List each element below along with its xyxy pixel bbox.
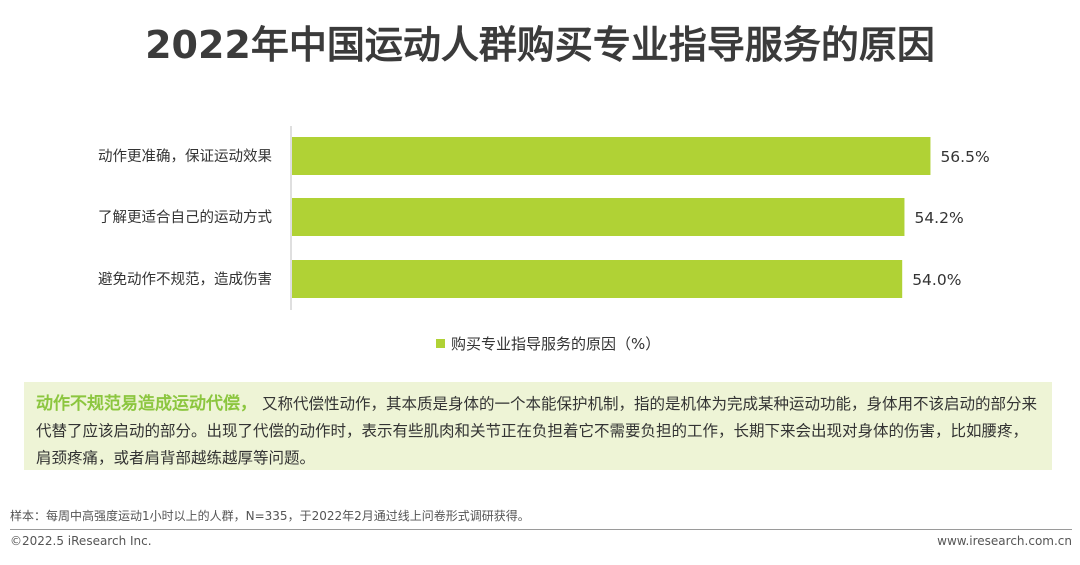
copyright: ©2022.5 iResearch Inc.	[10, 534, 152, 548]
data-label: 54.2%	[914, 209, 963, 227]
callout-body: 又称代偿性动作，其本质是身体的一个本能保护机制，指的是机体为完成某种运动功能，身…	[36, 395, 1037, 467]
footer-divider	[10, 529, 1072, 530]
category-label: 避免动作不规范，造成伤害	[98, 271, 272, 288]
legend-label: 购买专业指导服务的原因（%）	[451, 335, 660, 353]
callout-highlight: 动作不规范易造成运动代偿，	[36, 394, 257, 414]
bar	[292, 137, 931, 175]
sample-note: 样本：每周中高强度运动1小时以上的人群，N=335，于2022年2月通过线上问卷…	[10, 509, 530, 523]
data-label: 54.0%	[912, 271, 961, 289]
legend-swatch	[436, 339, 445, 348]
category-label: 了解更适合自己的运动方式	[98, 209, 272, 226]
explanation-callout: 动作不规范易造成运动代偿， 又称代偿性动作，其本质是身体的一个本能保护机制，指的…	[24, 382, 1052, 470]
bar	[292, 260, 903, 298]
website-link[interactable]: www.iresearch.com.cn	[937, 534, 1072, 548]
chart-title: 2022年中国运动人群购买专业指导服务的原因	[145, 23, 935, 67]
data-label: 56.5%	[940, 148, 989, 166]
category-label: 动作更准确，保证运动效果	[98, 148, 272, 165]
bar-chart: 动作更准确，保证运动效果 56.5% 了解更适合自己的运动方式 54.2% 避免动作不规…	[98, 126, 990, 353]
bar	[292, 198, 905, 236]
